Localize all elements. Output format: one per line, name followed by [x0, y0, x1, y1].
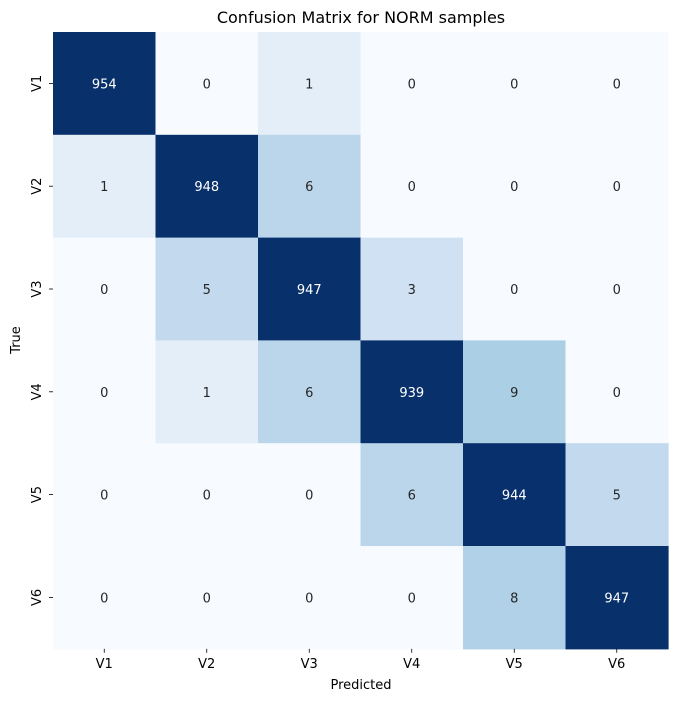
cell-value-label-4-2: 0 — [305, 489, 313, 504]
y-axis-ticks: V1 V2 V3 V4 V5 V6 — [30, 75, 53, 606]
cell-value-label-2-1: 5 — [203, 283, 211, 298]
x-tick-label-3: V4 — [403, 657, 420, 672]
heatmap-cell-4-2 — [258, 443, 362, 547]
heatmap-cells: 954 0 1 0 0 0 1 948 6 0 0 0 0 5 947 3 0 0 0 1 6 939 9 0 0 0 0 6 944 5… — [53, 32, 669, 650]
cell-value-label-2-2: 947 — [297, 283, 322, 298]
cell-value-label-3-4: 9 — [510, 386, 518, 401]
heatmap-cell-3-5 — [565, 340, 669, 444]
cell-value-label-4-1: 0 — [203, 489, 211, 504]
heatmap-cell-1-4 — [463, 134, 567, 239]
heatmap-cell-1-3 — [360, 134, 464, 239]
cell-value-label-3-1: 1 — [203, 386, 211, 401]
cell-value-label-5-0: 0 — [100, 591, 108, 606]
x-tick-label-4: V5 — [506, 657, 523, 672]
y-tick-label-5: V6 — [30, 589, 45, 606]
cell-value-label-0-0: 954 — [92, 77, 117, 92]
x-axis-label: Predicted — [330, 678, 391, 693]
heatmap-cell-4-3 — [360, 443, 464, 547]
cell-value-label-3-0: 0 — [100, 386, 108, 401]
cell-value-label-2-5: 0 — [613, 283, 621, 298]
y-tick-label-1: V2 — [30, 178, 45, 195]
x-tick-label-1: V2 — [198, 657, 215, 672]
cell-value-label-2-4: 0 — [510, 283, 518, 298]
heatmap-cell-3-3 — [360, 340, 464, 444]
cell-value-label-1-5: 0 — [613, 180, 621, 195]
x-tick-label-0: V1 — [96, 657, 113, 672]
heatmap-cell-1-1 — [155, 134, 259, 239]
cell-value-label-5-2: 0 — [305, 591, 313, 606]
heatmap-cell-5-4 — [463, 546, 567, 650]
cell-value-label-5-1: 0 — [203, 591, 211, 606]
cell-value-label-4-3: 6 — [408, 489, 416, 504]
heatmap-cell-0-3 — [360, 32, 464, 136]
cell-value-label-5-4: 8 — [510, 591, 518, 606]
y-tick-label-0: V1 — [30, 75, 45, 92]
heatmap-cell-1-2 — [258, 134, 362, 239]
x-tick-label-5: V6 — [608, 657, 625, 672]
heatmap-cell-1-0 — [53, 134, 157, 239]
heatmap-cell-5-0 — [53, 546, 157, 650]
heatmap-cell-5-1 — [155, 546, 259, 650]
chart-title: Confusion Matrix for NORM samples — [217, 8, 505, 27]
cell-value-label-5-5: 947 — [604, 591, 629, 606]
heatmap-cell-3-0 — [53, 340, 157, 444]
heatmap-cell-3-4 — [463, 340, 567, 444]
heatmap-cell-1-5 — [565, 134, 669, 239]
cell-value-label-0-1: 0 — [203, 77, 211, 92]
heatmap-cell-0-4 — [463, 32, 567, 136]
cell-value-label-1-0: 1 — [100, 180, 108, 195]
heatmap-cell-0-2 — [258, 32, 362, 136]
heatmap-cell-4-0 — [53, 443, 157, 547]
cell-value-label-0-4: 0 — [510, 77, 518, 92]
y-tick-label-3: V4 — [30, 383, 45, 400]
cell-value-label-0-3: 0 — [408, 77, 416, 92]
cell-value-label-3-5: 0 — [613, 386, 621, 401]
cell-value-label-0-5: 0 — [613, 77, 621, 92]
heatmap-cell-3-2 — [258, 340, 362, 444]
heatmap-cell-2-5 — [565, 237, 669, 341]
heatmap-cell-2-1 — [155, 237, 259, 341]
heatmap-cell-0-5 — [565, 32, 669, 136]
cell-value-label-5-3: 0 — [408, 591, 416, 606]
cell-value-label-0-2: 1 — [305, 77, 313, 92]
cell-value-label-1-4: 0 — [510, 180, 518, 195]
heatmap-cell-2-2 — [258, 237, 362, 341]
x-tick-label-2: V3 — [301, 657, 318, 672]
heatmap-cell-4-5 — [565, 443, 669, 547]
heatmap-cell-2-4 — [463, 237, 567, 341]
heatmap-cell-2-0 — [53, 237, 157, 341]
cell-value-label-4-0: 0 — [100, 489, 108, 504]
heatmap-cell-5-3 — [360, 546, 464, 650]
cell-value-label-1-3: 0 — [408, 180, 416, 195]
cell-value-label-4-5: 5 — [613, 489, 621, 504]
heatmap-cell-5-2 — [258, 546, 362, 650]
cell-value-label-2-3: 3 — [408, 283, 416, 298]
heatmap-cell-4-1 — [155, 443, 259, 547]
heatmap-cell-3-1 — [155, 340, 259, 444]
cell-value-label-1-2: 6 — [305, 180, 313, 195]
cell-value-label-1-1: 948 — [194, 180, 219, 195]
heatmap-cell-0-0 — [53, 32, 157, 136]
y-tick-label-4: V5 — [30, 486, 45, 503]
heatmap-cell-0-1 — [155, 32, 259, 136]
y-tick-label-2: V3 — [30, 280, 45, 297]
heatmap-cell-4-4 — [463, 443, 567, 547]
y-axis-label: True — [9, 326, 24, 355]
heatmap-cell-5-5 — [565, 546, 669, 650]
cell-value-label-3-3: 939 — [399, 386, 424, 401]
heatmap-cell-2-3 — [360, 237, 464, 341]
cell-value-label-3-2: 6 — [305, 386, 313, 401]
cell-value-label-2-0: 0 — [100, 283, 108, 298]
x-axis-ticks: V1 V2 V3 V4 V5 V6 — [96, 648, 625, 672]
cell-value-label-4-4: 944 — [502, 489, 527, 504]
